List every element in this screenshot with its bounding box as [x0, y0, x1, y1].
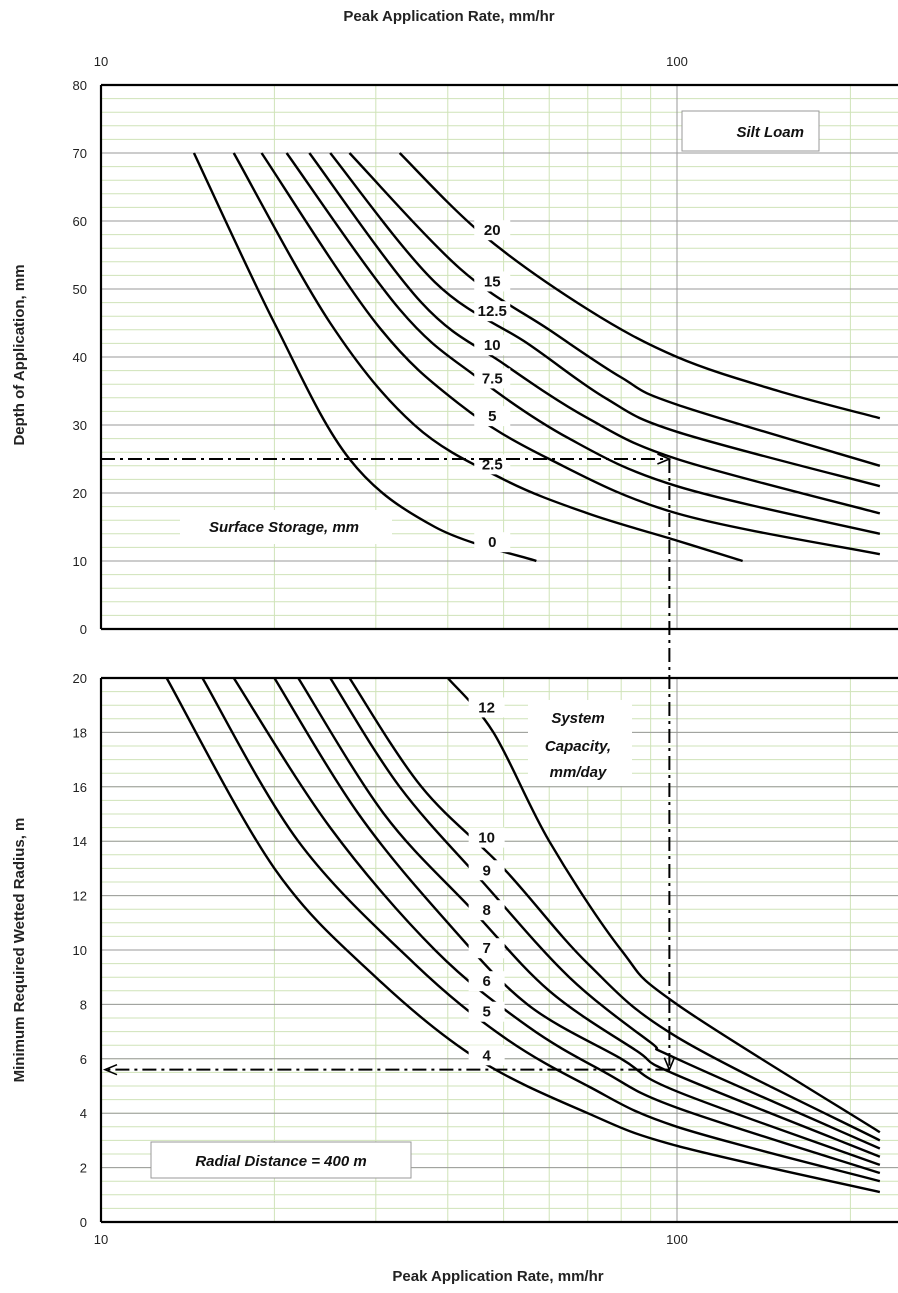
- y-tick-label: 8: [80, 997, 87, 1012]
- series-line-5: [260, 152, 881, 556]
- series-label-bg: [468, 860, 505, 881]
- example-arrowhead-left: [102, 1063, 118, 1076]
- series-label-15: 15: [484, 273, 501, 290]
- y-tick-label: 6: [80, 1052, 87, 1067]
- y-tick-label: 50: [73, 282, 87, 297]
- series-line-9: [329, 678, 881, 1150]
- y-tick-label: 12: [73, 889, 87, 904]
- series-line-10: [348, 678, 881, 1142]
- series-label-bg: [474, 301, 511, 322]
- y-tick-label: 16: [73, 780, 87, 795]
- y-tick-label: 10: [73, 554, 87, 569]
- series-label-20: 20: [484, 222, 501, 239]
- series-label-bg: [474, 406, 511, 427]
- series-label-bg: [468, 938, 505, 959]
- y-tick-label: 4: [80, 1106, 87, 1121]
- series-label-bg: [468, 900, 505, 921]
- series-label-bg: [468, 827, 505, 848]
- radial-distance-box: Radial Distance = 400 m: [150, 1141, 412, 1179]
- series-line-12-5: [329, 152, 881, 488]
- y-tick-label: 2: [80, 1161, 87, 1176]
- series-label-bg: [468, 1045, 505, 1066]
- system-capacity-line2: Capacity,: [545, 738, 611, 755]
- surface-storage-box: Surface Storage, mm: [180, 510, 392, 544]
- y-tick-label: 14: [73, 834, 87, 849]
- silt-loam-box: Silt Loam: [681, 110, 820, 152]
- series-label-0: 0: [488, 534, 496, 551]
- series-label-10: 10: [478, 830, 495, 847]
- y-tick-label: 40: [73, 350, 87, 365]
- y-tick-label: 10: [73, 943, 87, 958]
- series-label-bg: [468, 1001, 505, 1022]
- y-tick-label: 30: [73, 418, 87, 433]
- series-line-7: [273, 678, 881, 1167]
- system-capacity-line3: mm/day: [550, 764, 607, 781]
- system-capacity-line1: System: [551, 710, 604, 727]
- y-tick-label: 0: [80, 1215, 87, 1230]
- top-y-axis-title: Depth of Application, mm: [11, 264, 28, 445]
- series-label-12: 12: [478, 699, 495, 716]
- y-tick-label: 20: [73, 486, 87, 501]
- series-label-bg: [468, 697, 505, 718]
- series-label-8: 8: [482, 902, 490, 919]
- series-label-5: 5: [482, 1004, 490, 1021]
- series-label-bg: [474, 532, 511, 553]
- top-x-tick-100: 100: [666, 54, 688, 69]
- series-label-bg: [474, 368, 511, 389]
- system-capacity-box: System Capacity, mm/day: [528, 700, 632, 786]
- radial-distance-label: Radial Distance = 400 m: [195, 1153, 366, 1170]
- series-label-12-5: 12.5: [478, 303, 507, 320]
- y-tick-label: 70: [73, 146, 87, 161]
- bottom-x-tick-100: 100: [666, 1232, 688, 1247]
- series-label-bg: [474, 335, 511, 356]
- bottom-panel: 0 2 4 6 8 10 12 14 16 18 20 4 5 6 7 8 9 10 12: [73, 671, 898, 1230]
- series-line-6: [232, 678, 881, 1175]
- series-line-5: [201, 678, 881, 1183]
- series-line-10: [308, 152, 881, 515]
- y-tick-label: 18: [73, 725, 87, 740]
- series-label-9: 9: [482, 862, 490, 879]
- series-label-bg: [474, 220, 511, 241]
- series-label-7: 7: [482, 940, 490, 957]
- series-line-15: [348, 152, 881, 467]
- series-line-0: [192, 152, 537, 563]
- series-label-6: 6: [482, 973, 490, 990]
- y-tick-label: 20: [73, 671, 87, 686]
- series-line-20: [398, 152, 881, 420]
- top-x-tick-10: 10: [94, 54, 108, 69]
- series-label-bg: [474, 271, 511, 292]
- y-tick-label: 80: [73, 78, 87, 93]
- top-x-axis-title: Peak Application Rate, mm/hr: [343, 8, 554, 25]
- series-label-bg: [468, 971, 505, 992]
- y-tick-label: 60: [73, 214, 87, 229]
- series-line-8: [297, 678, 881, 1158]
- silt-loam-label: Silt Loam: [736, 124, 804, 141]
- series-label-10: 10: [484, 337, 501, 354]
- series-label-4: 4: [482, 1047, 491, 1064]
- y-tick-label: 0: [80, 622, 87, 637]
- series-label-2-5: 2.5: [482, 456, 503, 473]
- surface-storage-label: Surface Storage, mm: [209, 519, 359, 536]
- series-label-5: 5: [488, 408, 496, 425]
- series-label-7-5: 7.5: [482, 370, 503, 387]
- series-line-7-5: [285, 152, 881, 535]
- bottom-x-tick-10: 10: [94, 1232, 108, 1247]
- bottom-x-axis-title: Peak Application Rate, mm/hr: [392, 1268, 603, 1285]
- bottom-y-axis-title: Minimum Required Wetted Radius, m: [11, 818, 28, 1083]
- top-panel: 0 10 20 30 40 50 60 70 80 0 2.5 5 7.5 10 12.5 15 20: [73, 78, 898, 637]
- series-line-12: [446, 678, 881, 1134]
